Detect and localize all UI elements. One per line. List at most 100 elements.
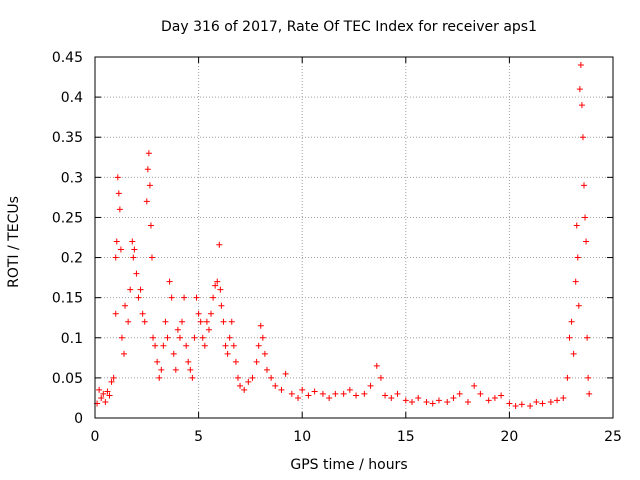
data-point [115,190,122,197]
x-tick-label: 20 [500,429,518,445]
data-point [319,390,326,397]
data-point [574,254,581,261]
data-point [179,318,186,325]
data-point [108,378,115,385]
data-point [127,286,134,293]
data-point [573,222,580,229]
data-point [143,198,150,205]
data-point [415,394,422,401]
data-point [518,401,525,408]
data-point [570,350,577,357]
data-point [216,241,223,248]
y-tick-label: 0.05 [52,371,83,387]
data-point [584,334,591,341]
data-point [249,374,256,381]
data-point [450,394,457,401]
data-point [564,374,571,381]
data-point [201,342,208,349]
data-point [340,390,347,397]
data-point [326,394,333,401]
data-point [512,402,519,409]
data-point [145,150,152,157]
data-point [96,386,103,393]
data-point [373,362,380,369]
data-point [241,386,248,393]
data-point [253,358,260,365]
data-point [245,378,252,385]
data-point [217,286,224,293]
x-tick-label: 5 [194,429,203,445]
data-point [456,390,463,397]
data-point [160,342,167,349]
data-point [220,318,227,325]
data-point [477,390,484,397]
data-point [176,334,183,341]
data-point [118,334,125,341]
data-point [228,318,235,325]
data-point [121,350,128,357]
data-point [444,398,451,405]
data-point [133,270,140,277]
data-point [146,182,153,189]
data-point [579,134,586,141]
axis-ticks: 0 5 10 15 20 25 0 0.05 0.1 0.15 0.2 0.25 0.3 0.35 0.4 0… [52,50,622,445]
data-point [580,182,587,189]
data-point [311,388,318,395]
data-point [278,386,285,393]
data-point [272,382,279,389]
data-point [237,382,244,389]
data-point [141,318,148,325]
data-point [152,342,159,349]
y-tick-label: 0.25 [52,210,83,226]
data-point [197,318,204,325]
data-point [435,397,442,404]
data-point [586,390,593,397]
data-point [232,358,239,365]
data-point [255,342,262,349]
data-point [203,318,210,325]
data-point [166,278,173,285]
data-point [191,334,198,341]
data-point [332,390,339,397]
data-point [224,350,231,357]
chart-title: Day 316 of 2017, Rate Of TEC Index for r… [161,19,537,35]
data-point [464,398,471,405]
x-tick-label: 25 [604,429,622,445]
data-point [226,334,233,341]
data-point [193,294,200,301]
data-point [572,278,579,285]
data-point [554,397,561,404]
data-point [361,390,368,397]
data-point [162,318,169,325]
data-point [394,390,401,397]
data-point [578,102,585,109]
data-point [382,392,389,399]
data-point [471,382,478,389]
data-points [94,62,593,409]
data-point [388,394,395,401]
data-point [98,394,105,401]
data-point [498,392,505,399]
data-point [154,358,161,365]
data-point [575,302,582,309]
data-point [144,166,151,173]
data-point [582,214,589,221]
y-tick-label: 0 [74,411,83,427]
x-tick-label: 15 [397,429,415,445]
data-point [367,382,374,389]
data-point [106,392,113,399]
data-point [172,366,179,373]
data-point [174,326,181,333]
data-point [506,400,513,407]
data-point [547,398,554,405]
data-point [164,334,171,341]
y-tick-label: 0.2 [61,251,83,267]
data-point [577,62,584,69]
data-point [125,318,132,325]
data-point [112,254,119,261]
data-point [560,394,567,401]
data-point [148,254,155,261]
data-point [122,302,129,309]
data-point [212,282,219,289]
data-point [199,334,206,341]
